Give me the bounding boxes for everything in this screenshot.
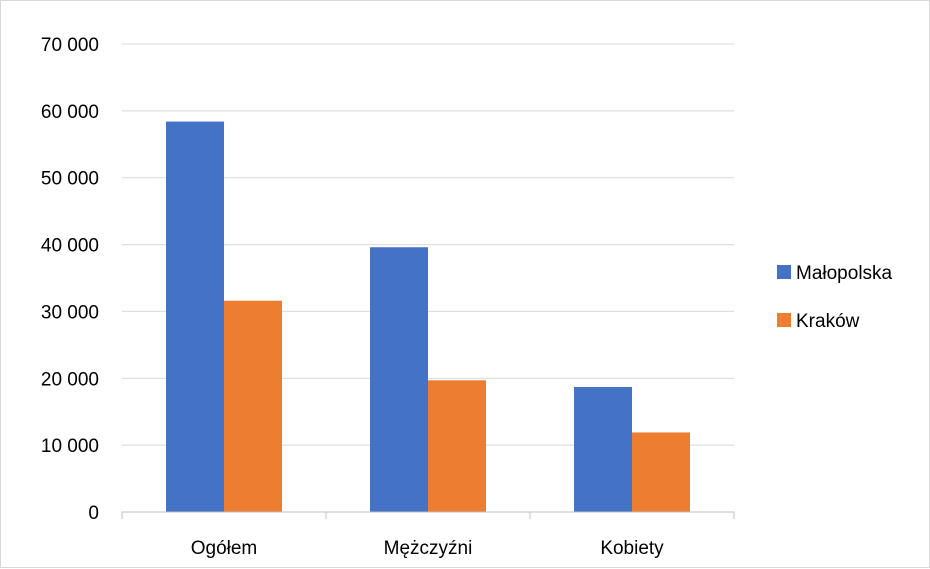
x-axis-tick-labels: Ogółem Mężczyźni Kobiety	[191, 538, 664, 559]
y-axis-tick-labels: 0 10 000 20 000 30 000 40 000 50 000 60 000 70 …	[41, 35, 99, 524]
bar-kraków-1	[428, 380, 486, 512]
legend: Małopolska Kraków	[777, 263, 893, 332]
x-tick-label: Kobiety	[600, 538, 664, 559]
y-tick-label: 0	[88, 503, 99, 524]
bar-małopolska-0	[166, 121, 224, 512]
y-tick-label: 30 000	[41, 302, 99, 323]
legend-label: Kraków	[796, 311, 860, 332]
bar-małopolska-2	[574, 386, 632, 512]
y-tick-label: 40 000	[41, 236, 99, 257]
bars	[166, 121, 690, 512]
y-tick-label: 50 000	[41, 169, 99, 190]
y-tick-label: 20 000	[41, 369, 99, 390]
x-tick-label: Mężczyźni	[384, 538, 473, 559]
legend-label: Małopolska	[796, 263, 893, 284]
bar-kraków-0	[224, 300, 282, 512]
y-tick-label: 70 000	[41, 35, 99, 56]
bar-kraków-2	[632, 432, 690, 512]
legend-swatch	[777, 313, 791, 327]
x-tick-label: Ogółem	[191, 538, 258, 559]
legend-swatch	[777, 265, 791, 279]
y-tick-label: 10 000	[41, 436, 99, 457]
y-tick-label: 60 000	[41, 102, 99, 123]
x-axis	[121, 511, 735, 519]
bar-małopolska-1	[370, 247, 428, 512]
